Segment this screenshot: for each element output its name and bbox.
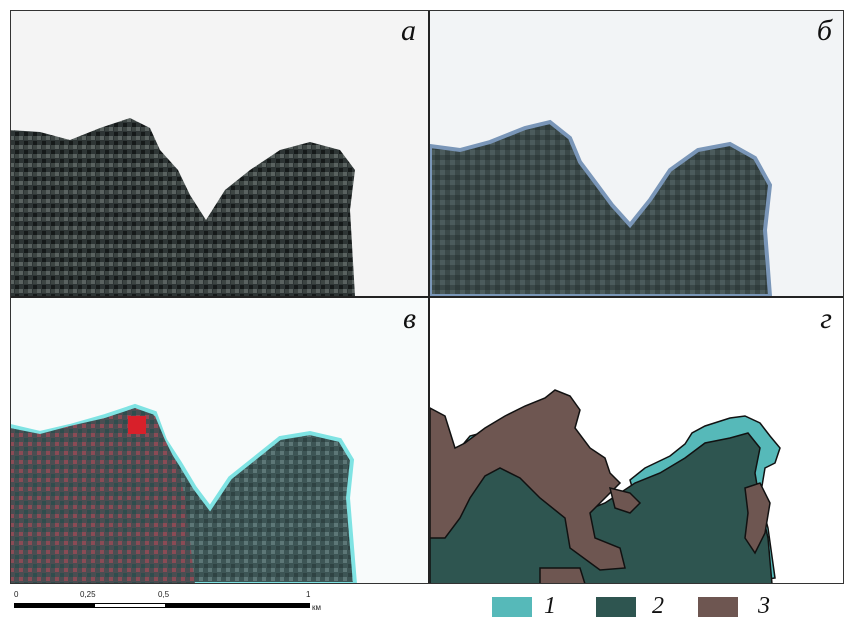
class-3-region (539, 567, 586, 584)
scale-tick-025: 0,25 (80, 590, 96, 599)
class-3-region (608, 486, 642, 514)
panel-label-c: в (402, 302, 416, 335)
panel-label-b: б (816, 14, 832, 47)
map-panel-c: в (10, 298, 428, 584)
class-3-region (744, 482, 771, 555)
panel-divider-horizontal (10, 296, 844, 298)
class-3-region (430, 389, 626, 571)
legend-label-2: 2 (652, 593, 664, 619)
scale-segment-1 (14, 603, 94, 608)
legend-label-1: 1 (544, 593, 556, 619)
scale-unit: км (312, 603, 321, 612)
map-panel-d: г (430, 298, 844, 584)
satellite-image-b (430, 10, 844, 296)
panel-label-a: а (401, 14, 416, 47)
scale-segment-3 (166, 603, 310, 608)
map-panel-a: а (10, 10, 428, 296)
legend-swatch-3 (698, 597, 738, 617)
map-panel-b: б (430, 10, 844, 296)
legend-swatch-2 (596, 597, 636, 617)
legend-label-3: 3 (758, 593, 770, 619)
legend-swatch-1 (492, 597, 532, 617)
scale-tick-05: 0,5 (158, 590, 170, 599)
map-panel-grid: а б (10, 10, 844, 584)
scale-segment-2 (94, 603, 166, 608)
scale-tick-1: 1 (306, 590, 311, 599)
panel-label-d: г (820, 302, 832, 335)
scale-bar: 0 0,25 0,5 1 км (14, 590, 344, 615)
satellite-image-a (10, 10, 428, 296)
scale-tick-0: 0 (14, 590, 19, 599)
satellite-image-c (10, 298, 428, 584)
classification-map (430, 389, 781, 584)
legend: 1 2 3 (492, 593, 832, 619)
